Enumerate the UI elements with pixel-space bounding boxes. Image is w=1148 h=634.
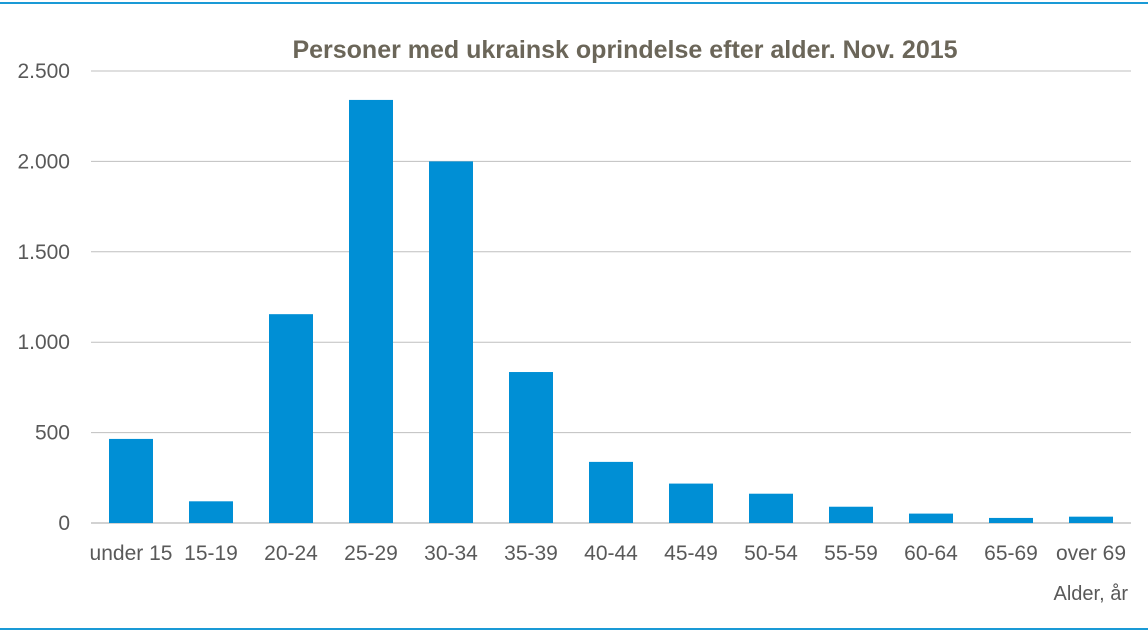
- x-tick-label: 20-24: [264, 542, 318, 565]
- bar-35-39: [509, 372, 553, 523]
- x-axis-ticks: under 15 15-19 20-24 25-29 30-34 35-39 40-44 45…: [90, 542, 1126, 565]
- chart-title: Personer med ukrainsk oprindelse efter a…: [292, 36, 957, 64]
- x-axis-label: Alder, år: [1054, 583, 1129, 605]
- bar-50-54: [749, 493, 793, 523]
- bar-40-44: [589, 461, 633, 523]
- bar-60-64: [909, 513, 953, 523]
- x-tick-label: over 69: [1056, 542, 1126, 565]
- y-tick-label: 1.500: [17, 241, 70, 264]
- x-tick-label: 30-34: [424, 542, 478, 565]
- bars: [109, 99, 1113, 523]
- x-tick-label: 15-19: [184, 542, 238, 565]
- x-tick-label: 40-44: [584, 542, 638, 565]
- x-tick-label: 35-39: [504, 542, 558, 565]
- bar-55-59: [829, 506, 873, 523]
- x-tick-label: under 15: [90, 542, 173, 565]
- y-tick-label: 500: [35, 422, 70, 445]
- x-tick-label: 65-69: [984, 542, 1038, 565]
- y-axis-ticks: 0 500 1.000 1.500 2.000 2.500: [17, 60, 70, 535]
- gridlines: [91, 70, 1131, 524]
- y-tick-label: 2.500: [17, 60, 70, 83]
- x-tick-label: 55-59: [824, 542, 878, 565]
- x-tick-label: 45-49: [664, 542, 718, 565]
- bar-under-15: [109, 438, 153, 523]
- bar-25-29: [349, 99, 393, 523]
- x-tick-label: 25-29: [344, 542, 398, 565]
- bar-45-49: [669, 483, 713, 523]
- top-rule: [0, 2, 1148, 4]
- bar-30-34: [429, 161, 473, 523]
- x-tick-label: 60-64: [904, 542, 958, 565]
- bar-65-69: [989, 517, 1033, 523]
- bar-20-24: [269, 314, 313, 523]
- y-tick-label: 2.000: [17, 150, 70, 173]
- y-tick-label: 1.000: [17, 331, 70, 354]
- y-tick-label: 0: [58, 512, 70, 535]
- bar-over-69: [1069, 516, 1113, 523]
- x-tick-label: 50-54: [744, 542, 798, 565]
- bar-15-19: [189, 501, 233, 523]
- bottom-rule: [0, 628, 1148, 630]
